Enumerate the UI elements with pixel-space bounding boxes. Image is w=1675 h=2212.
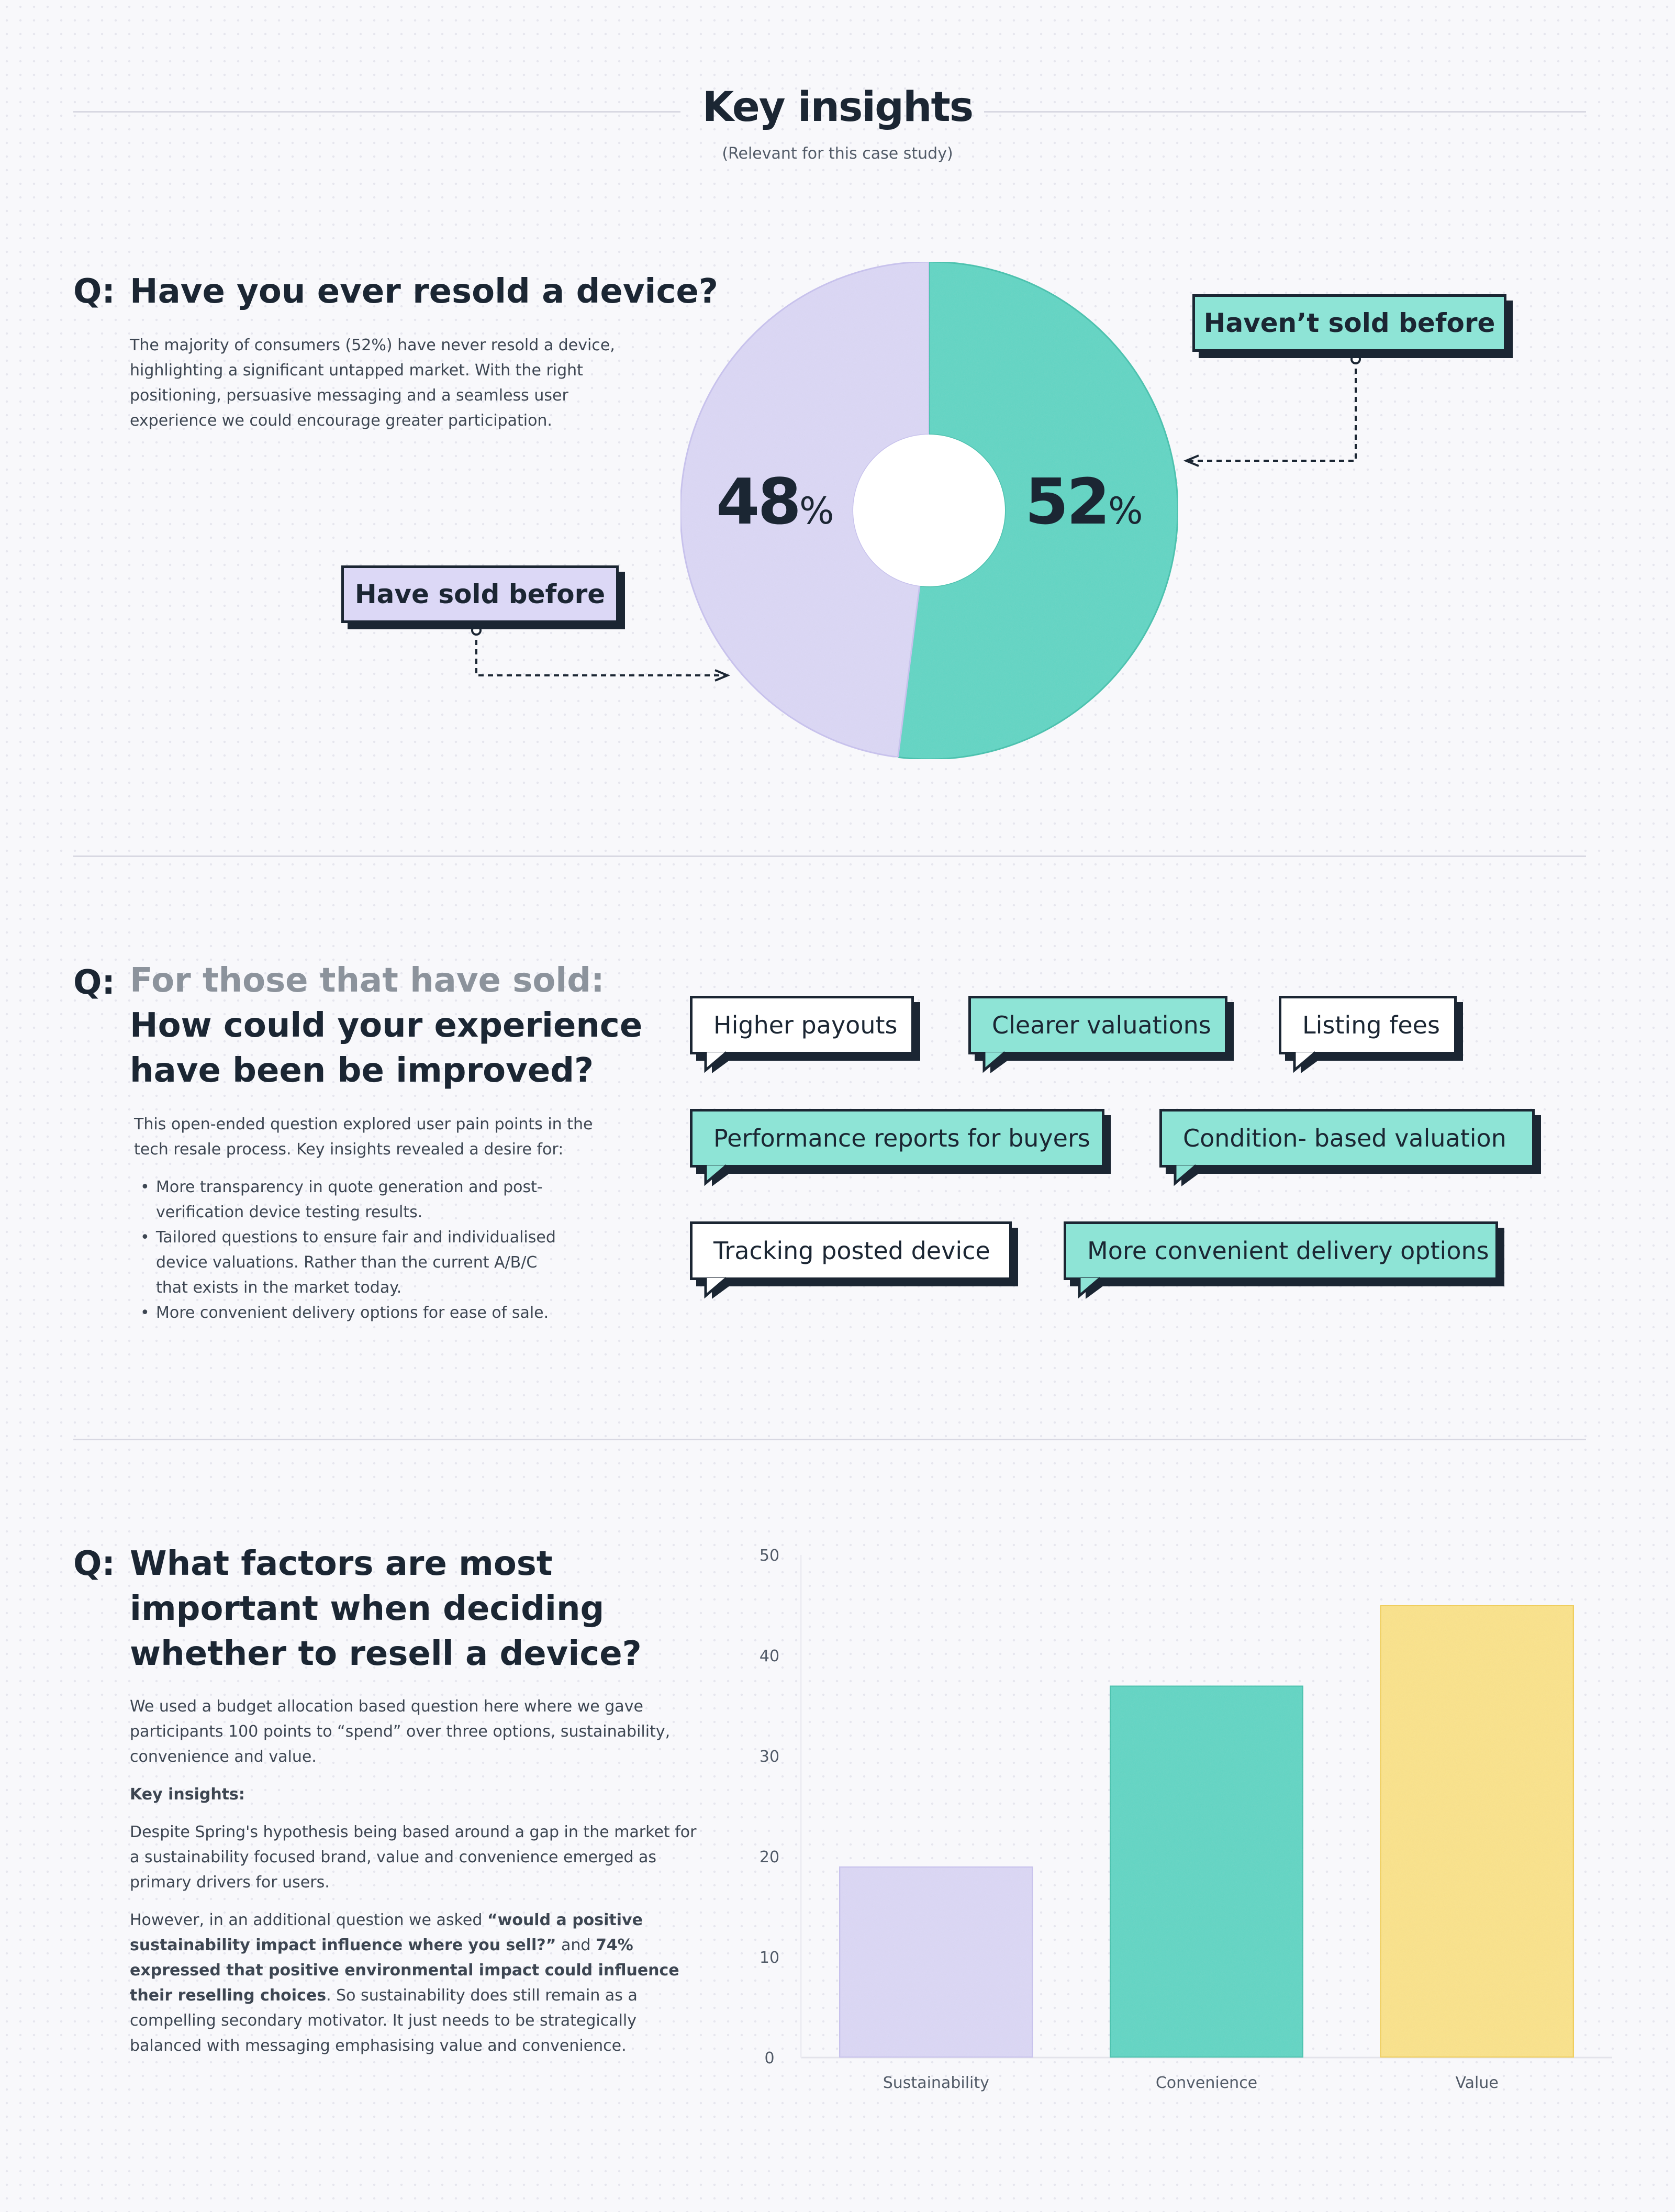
connector-not-sold-arrow	[1183, 454, 1199, 467]
y-tick-label: 40	[760, 1647, 779, 1665]
pct-not-sold-value: 52	[1025, 466, 1110, 539]
bullet-item: More transparency in quote generation an…	[137, 1175, 572, 1225]
bullet-item: Tailored questions to ensure fair and in…	[137, 1225, 572, 1300]
y-tick-label: 0	[764, 2049, 774, 2068]
bubble-tail	[704, 1164, 728, 1186]
pct-not-sold-symbol: %	[1108, 490, 1143, 532]
section2-bullet-list: More transparency in quote generation an…	[137, 1175, 572, 1326]
bubble-tails	[704, 1051, 1321, 1299]
bar-chart: 0 10 20 30 40 50 Sustainability Convenience Val…	[760, 1547, 1612, 2092]
pct-sold-symbol: %	[799, 490, 834, 532]
y-tick-label: 30	[760, 1748, 779, 1766]
pct-sold-label: 48%	[716, 466, 834, 539]
bubble-tail	[704, 1277, 728, 1299]
bubble-tail	[1174, 1164, 1197, 1186]
connector-sold	[475, 630, 725, 676]
label-sold: Have sold before	[341, 565, 619, 623]
section3-para3: However, in an additional question we as…	[130, 1908, 695, 2059]
section2-question: For those that have sold: How could your…	[130, 958, 653, 1093]
callout-connectors	[471, 354, 1361, 682]
bubble-listing-fees: Listing fees	[1279, 996, 1457, 1054]
bubble-clearer-valuations: Clearer valuations	[968, 996, 1227, 1054]
bubble-tracking-posted-device: Tracking posted device	[690, 1221, 1012, 1280]
para3-text-a: However, in an additional question we as…	[130, 1911, 487, 1929]
bubble-higher-payouts: Higher payouts	[690, 996, 914, 1054]
section1-question: Have you ever resold a device?	[130, 272, 718, 311]
section-divider-1	[73, 855, 1586, 857]
para3-stat-bold: 74% expressed that positive environmenta…	[130, 1936, 679, 2005]
section3-key-insights-label: Key insights:	[130, 1785, 245, 1804]
x-tick-label-sustainability: Sustainability	[883, 2074, 989, 2092]
section2-question-dark: How could your experience have been be i…	[130, 1006, 643, 1090]
header-rule-right	[984, 111, 1586, 113]
section2-question-grey: For those that have sold:	[130, 961, 605, 1000]
bubble-tail	[704, 1051, 728, 1073]
donut-hole	[853, 435, 1005, 586]
section-divider-2	[73, 1439, 1586, 1440]
x-tick-label-value: Value	[1455, 2074, 1498, 2092]
section1-q-prefix: Q:	[73, 272, 115, 311]
bubble-condition-based-valuation: Condition- based valuation	[1159, 1109, 1535, 1168]
connector-sold-dot	[471, 625, 482, 636]
y-tick-label: 50	[760, 1547, 779, 1565]
connector-not-sold-dot	[1350, 354, 1361, 364]
bubble-tail	[1078, 1277, 1101, 1299]
para3-text-c: and	[556, 1936, 596, 1954]
page-subtitle: (Relevant for this case study)	[722, 144, 953, 163]
donut-chart	[679, 261, 1179, 760]
section3-question: What factors are most important when dec…	[130, 1544, 642, 1673]
label-not-sold: Haven’t sold before	[1192, 294, 1506, 352]
bar-value	[1379, 1604, 1575, 2059]
bullet-item: More convenient delivery options for eas…	[137, 1300, 572, 1326]
pct-not-sold-label: 52%	[1025, 466, 1143, 539]
page-title: Key insights	[702, 84, 974, 131]
bubble-tail	[1293, 1051, 1316, 1073]
bubble-tail	[982, 1051, 1006, 1073]
x-tick-label-convenience: Convenience	[1156, 2074, 1257, 2092]
section2-q-prefix: Q:	[73, 963, 115, 1002]
bar-sustainability	[838, 1865, 1034, 2059]
section3-para1: We used a budget allocation based questi…	[130, 1697, 671, 1766]
section3-q-prefix: Q:	[73, 1544, 115, 1583]
section3-para2: Despite Spring's hypothesis being based …	[130, 1823, 697, 1892]
bubble-performance-reports: Performance reports for buyers	[690, 1109, 1104, 1168]
section1-body: The majority of consumers (52%) have nev…	[130, 336, 615, 430]
y-tick-label: 10	[760, 1949, 779, 1967]
bubble-convenient-delivery: More convenient delivery options	[1064, 1221, 1498, 1280]
header-rule-left	[73, 111, 680, 113]
para3-question-bold: “would a positive sustainability impact …	[130, 1911, 643, 1954]
y-tick-label: 20	[760, 1848, 779, 1866]
pct-sold-value: 48	[716, 466, 801, 539]
para3-text-e: . So sustainability does still remain as…	[130, 1986, 638, 2055]
section2-intro: This open-ended question explored user p…	[134, 1115, 593, 1159]
connector-sold-arrow	[714, 669, 731, 682]
bar-convenience	[1109, 1684, 1304, 2059]
